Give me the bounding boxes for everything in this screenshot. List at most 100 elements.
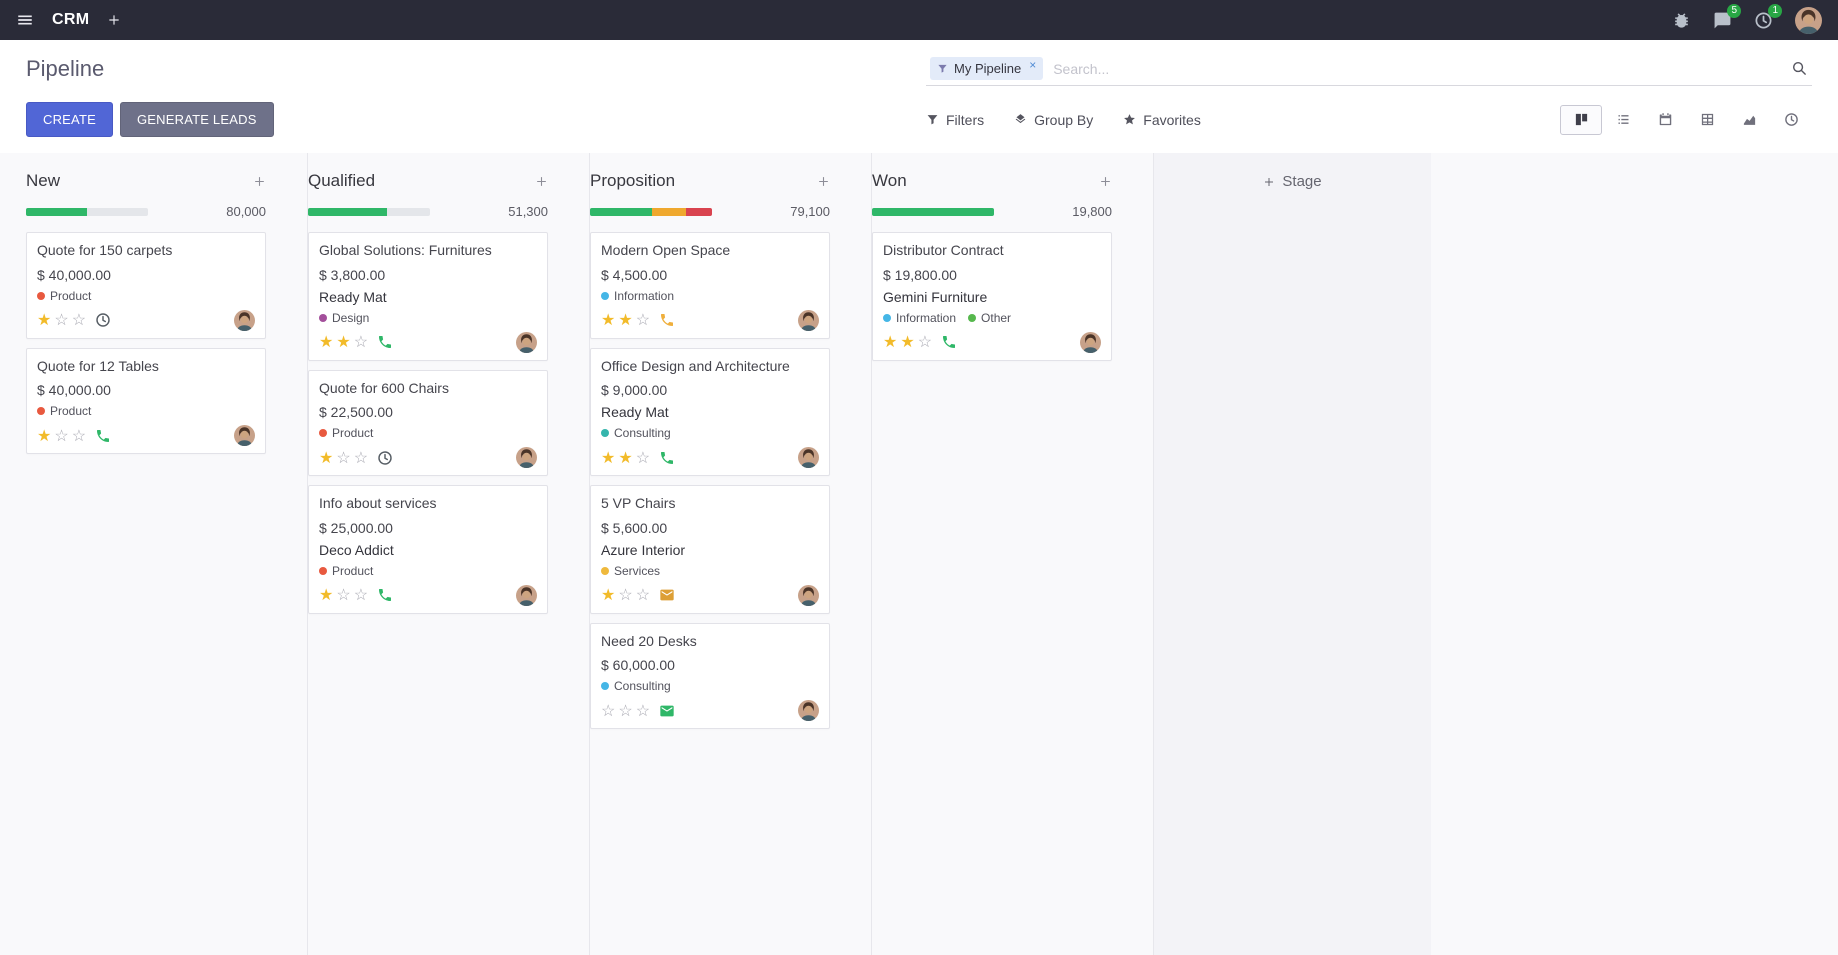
star-icon[interactable] — [319, 332, 333, 352]
star-icon[interactable] — [601, 585, 615, 605]
star-icon[interactable] — [618, 310, 632, 330]
star-icon[interactable] — [918, 332, 932, 352]
group-by-button[interactable]: Group By — [1014, 112, 1093, 128]
view-pivot-button[interactable] — [1686, 105, 1728, 135]
priority-stars[interactable] — [601, 585, 650, 605]
priority-stars[interactable] — [601, 448, 650, 468]
view-kanban-button[interactable] — [1560, 104, 1602, 135]
progress-segment[interactable] — [308, 207, 388, 216]
phone-icon[interactable] — [377, 334, 393, 350]
priority-stars[interactable] — [319, 585, 368, 605]
priority-stars[interactable] — [319, 448, 368, 468]
search-facet[interactable]: My Pipeline × — [930, 57, 1044, 80]
priority-stars[interactable] — [37, 426, 86, 446]
star-icon[interactable] — [72, 310, 86, 330]
star-icon[interactable] — [601, 448, 615, 468]
kanban-card[interactable]: Global Solutions: Furnitures $ 3,800.00 … — [308, 232, 548, 361]
star-icon[interactable] — [37, 310, 51, 330]
kanban-card[interactable]: Quote for 150 carpets $ 40,000.00 Produc… — [26, 232, 266, 339]
kanban-card[interactable]: 5 VP Chairs $ 5,600.00 Azure Interior Se… — [590, 485, 830, 614]
apps-menu-icon[interactable] — [16, 11, 34, 29]
star-icon[interactable] — [601, 310, 615, 330]
progress-segment[interactable] — [590, 207, 653, 216]
star-icon[interactable] — [54, 310, 68, 330]
filters-button[interactable]: Filters — [926, 112, 984, 128]
generate-leads-button[interactable]: GENERATE LEADS — [119, 102, 274, 137]
view-graph-button[interactable] — [1728, 105, 1770, 135]
add-record-icon[interactable] — [253, 175, 266, 188]
priority-stars[interactable] — [883, 332, 932, 352]
star-icon[interactable] — [354, 585, 368, 605]
star-icon[interactable] — [636, 310, 650, 330]
star-icon[interactable] — [900, 332, 914, 352]
view-calendar-button[interactable] — [1644, 105, 1686, 135]
star-icon[interactable] — [618, 448, 632, 468]
activities-clock-icon[interactable]: 1 — [1754, 3, 1782, 30]
avatar[interactable] — [798, 585, 819, 606]
phone-icon[interactable] — [941, 334, 957, 350]
avatar[interactable] — [798, 310, 819, 331]
clock-icon[interactable] — [95, 312, 111, 328]
priority-stars[interactable] — [319, 332, 368, 352]
star-icon[interactable] — [883, 332, 897, 352]
avatar[interactable] — [1080, 332, 1101, 353]
star-icon[interactable] — [636, 585, 650, 605]
search-input[interactable] — [1043, 60, 1791, 77]
kanban-card[interactable]: Quote for 600 Chairs $ 22,500.00 Product — [308, 369, 548, 476]
kanban-card[interactable]: Quote for 12 Tables $ 40,000.00 Product — [26, 347, 266, 454]
phone-icon[interactable] — [659, 312, 675, 328]
kanban-card[interactable]: Office Design and Architecture $ 9,000.0… — [590, 347, 830, 476]
star-icon[interactable] — [336, 448, 350, 468]
kanban-card[interactable]: Need 20 Desks $ 60,000.00 Consulting — [590, 622, 830, 729]
star-icon[interactable] — [601, 701, 615, 721]
user-avatar[interactable] — [1795, 7, 1822, 34]
view-list-button[interactable] — [1602, 105, 1644, 135]
avatar[interactable] — [234, 425, 255, 446]
avatar[interactable] — [798, 700, 819, 721]
search-bar[interactable]: My Pipeline × — [926, 52, 1812, 86]
star-icon[interactable] — [618, 585, 632, 605]
priority-stars[interactable] — [601, 310, 650, 330]
avatar[interactable] — [234, 310, 255, 331]
create-button[interactable]: CREATE — [26, 102, 113, 137]
favorites-button[interactable]: Favorites — [1123, 112, 1201, 128]
kanban-card[interactable]: Distributor Contract $ 19,800.00 Gemini … — [872, 232, 1112, 361]
star-icon[interactable] — [336, 585, 350, 605]
phone-icon[interactable] — [377, 587, 393, 603]
messages-icon[interactable]: 5 — [1713, 3, 1741, 30]
star-icon[interactable] — [354, 448, 368, 468]
topbar-add-icon[interactable] — [107, 13, 121, 27]
star-icon[interactable] — [72, 426, 86, 446]
app-name[interactable]: CRM — [52, 11, 90, 28]
star-icon[interactable] — [354, 332, 368, 352]
envelope-icon[interactable] — [659, 587, 675, 603]
avatar[interactable] — [516, 447, 537, 468]
star-icon[interactable] — [336, 332, 350, 352]
kanban-card[interactable]: Info about services $ 25,000.00 Deco Add… — [308, 485, 548, 614]
bug-icon[interactable] — [1672, 11, 1691, 30]
star-icon[interactable] — [618, 701, 632, 721]
add-record-icon[interactable] — [817, 175, 830, 188]
close-icon[interactable]: × — [1029, 58, 1037, 72]
avatar[interactable] — [516, 585, 537, 606]
star-icon[interactable] — [636, 701, 650, 721]
add-record-icon[interactable] — [1099, 175, 1112, 188]
progress-segment[interactable] — [686, 207, 712, 216]
kanban-card[interactable]: Modern Open Space $ 4,500.00 Information — [590, 232, 830, 339]
add-record-icon[interactable] — [535, 175, 548, 188]
avatar[interactable] — [516, 332, 537, 353]
avatar[interactable] — [798, 447, 819, 468]
view-activity-button[interactable] — [1770, 105, 1812, 135]
progress-segment[interactable] — [26, 207, 87, 216]
phone-icon[interactable] — [95, 428, 111, 444]
phone-icon[interactable] — [659, 450, 675, 466]
progress-segment[interactable] — [872, 207, 994, 216]
priority-stars[interactable] — [601, 701, 650, 721]
star-icon[interactable] — [54, 426, 68, 446]
add-stage-button[interactable]: Stage — [1263, 173, 1322, 190]
star-icon[interactable] — [636, 448, 650, 468]
star-icon[interactable] — [37, 426, 51, 446]
clock-icon[interactable] — [377, 450, 393, 466]
progress-segment[interactable] — [652, 207, 687, 216]
search-icon[interactable] — [1791, 60, 1808, 77]
